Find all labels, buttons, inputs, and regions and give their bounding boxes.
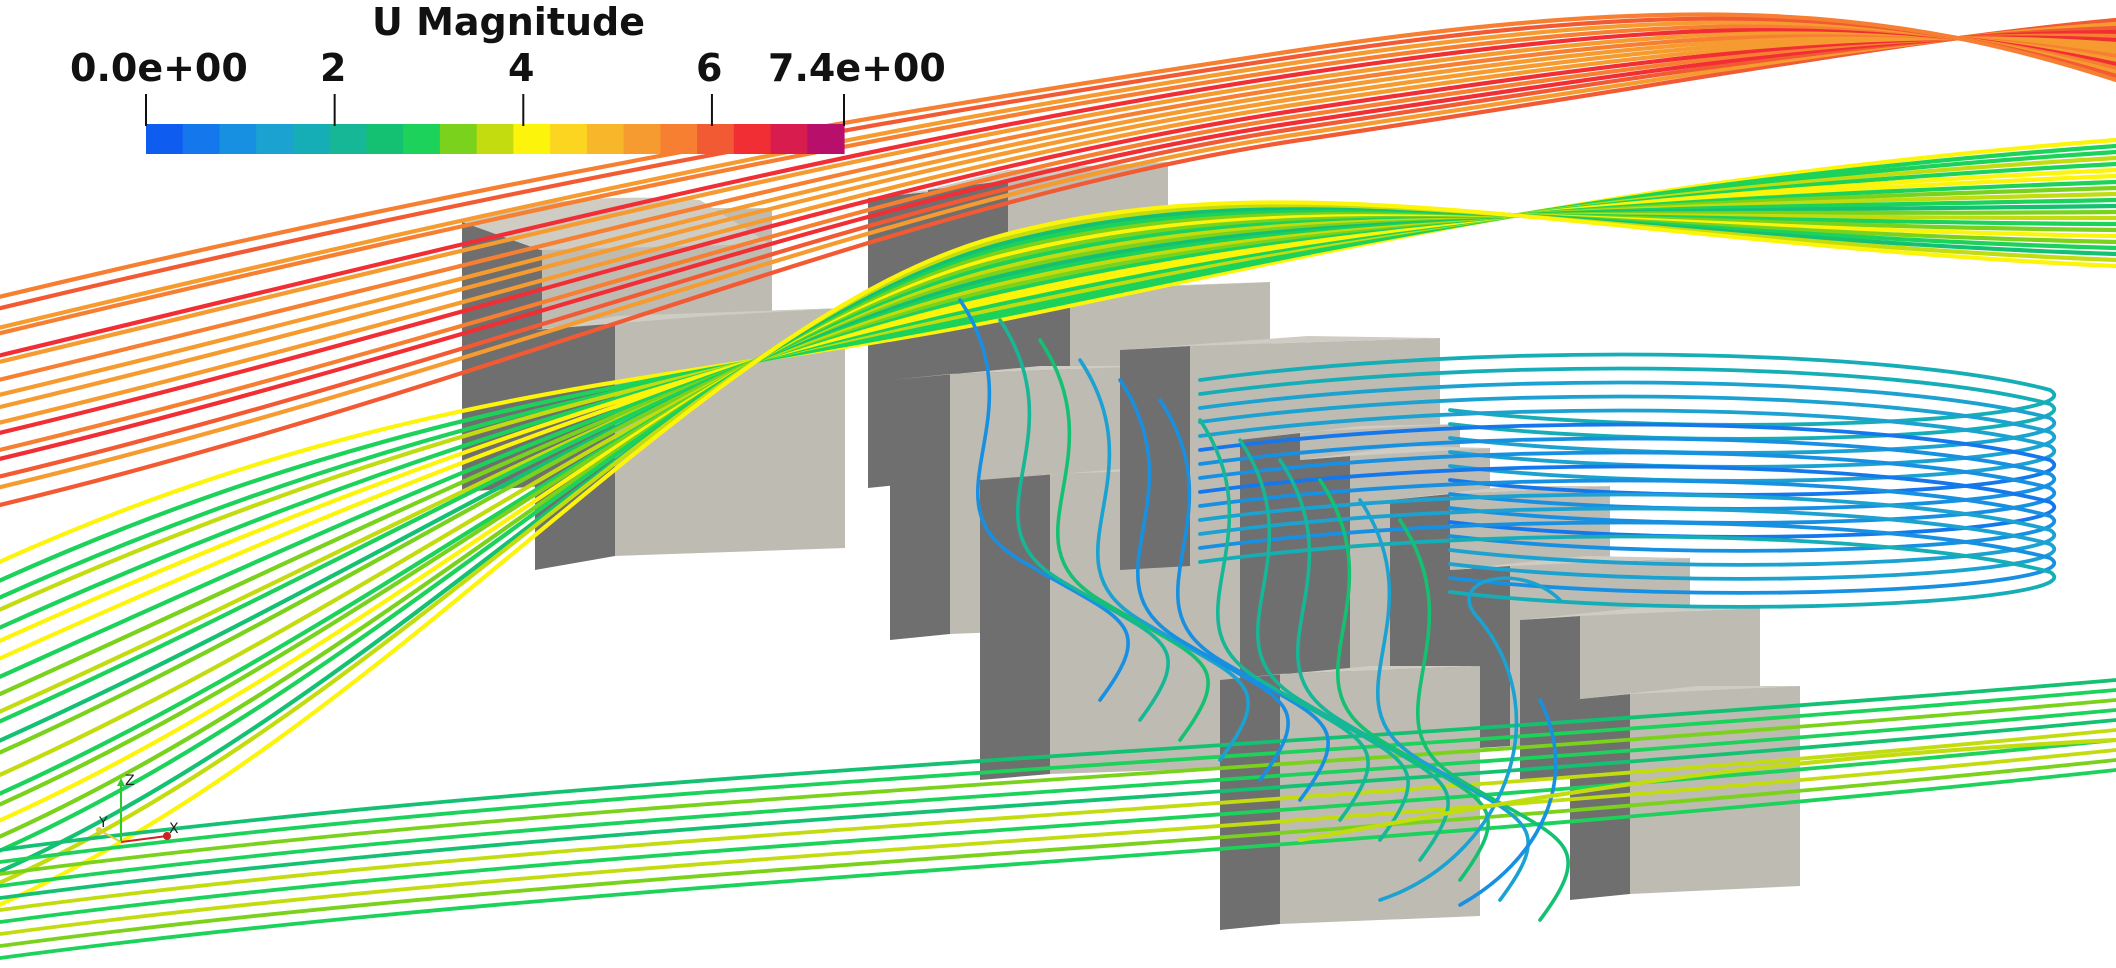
streamline <box>0 12 2116 299</box>
streamline <box>0 161 2116 630</box>
colorbar-swatch <box>219 124 257 154</box>
x-axis-arrow-icon <box>163 832 171 840</box>
colorbar-swatch <box>550 124 588 154</box>
streamline <box>1358 498 1530 902</box>
streamline <box>0 758 2116 948</box>
streamline <box>1238 438 1410 842</box>
z-axis-label: Z <box>125 773 135 789</box>
streamline <box>0 173 2116 661</box>
colorbar-swatch <box>623 124 661 154</box>
colorbar-swatch <box>403 124 441 154</box>
legend-title: U Magnitude <box>372 0 646 44</box>
colorbar <box>145 94 845 154</box>
streamline <box>1378 576 1562 902</box>
tick-label-max: 7.4e+00 <box>768 46 946 90</box>
streamline <box>0 149 2116 600</box>
streamline <box>958 298 1130 702</box>
colorbar-swatch <box>513 124 551 154</box>
streamline <box>998 318 1170 722</box>
tick-label-6: 6 <box>696 46 723 90</box>
streamline <box>0 768 2116 960</box>
color-legend: U Magnitude 0.0e+00 2 4 6 7.4e+00 <box>0 0 950 170</box>
streamline <box>0 748 2116 936</box>
streamline <box>1198 478 2056 553</box>
tick-label-4: 4 <box>508 46 535 90</box>
tick-label-min: 0.0e+00 <box>70 46 248 90</box>
streamline <box>0 718 2116 900</box>
streamline <box>1198 534 2056 609</box>
streamline <box>0 728 2116 912</box>
streamline <box>1297 737 2116 843</box>
streamline <box>0 155 2116 612</box>
z-axis-arrow-icon <box>117 778 125 786</box>
y-axis-label: Y <box>99 815 108 831</box>
colorbar-swatch <box>807 124 845 154</box>
streamline <box>0 167 2116 643</box>
colorbar-swatch <box>586 124 625 154</box>
colorbar-swatch <box>697 124 735 154</box>
colorbar-swatch <box>733 124 772 154</box>
colorbar-swatch <box>660 124 698 154</box>
streamline <box>0 738 2116 924</box>
tick-label-2: 2 <box>320 46 347 90</box>
streamline <box>0 688 2116 864</box>
colorbar-swatch <box>292 124 331 154</box>
colorbar-swatch <box>256 124 294 154</box>
streamline <box>1198 520 2056 595</box>
colorbar-swatch <box>366 124 404 154</box>
colorbar-swatch <box>439 124 478 154</box>
streamline <box>1038 338 1210 742</box>
streamline <box>1198 492 2056 567</box>
streamline <box>1398 518 1570 922</box>
y-axis-arrow-icon <box>96 827 102 833</box>
streamline <box>0 698 2116 876</box>
streamline <box>0 143 2116 583</box>
colorbar-swatch <box>182 124 221 154</box>
streamline <box>1078 358 1250 762</box>
streamline <box>0 708 2116 888</box>
streamline <box>1198 418 1370 822</box>
colorbar-swatch <box>146 124 184 154</box>
x-axis-label: X <box>169 821 179 837</box>
streamline <box>1118 378 1290 782</box>
streamline <box>0 200 2116 907</box>
axes-orientation-triad: Z Y X <box>85 772 195 852</box>
streamline <box>1278 458 1450 862</box>
colorbar-swatch <box>476 124 514 154</box>
streamline <box>0 678 2116 852</box>
streamline <box>1458 698 1558 907</box>
colorbar-swatch <box>329 124 368 154</box>
colorbar-swatch <box>770 124 808 154</box>
streamline <box>1158 398 1330 802</box>
streamlines <box>0 12 2116 960</box>
streamline <box>1198 506 2056 581</box>
